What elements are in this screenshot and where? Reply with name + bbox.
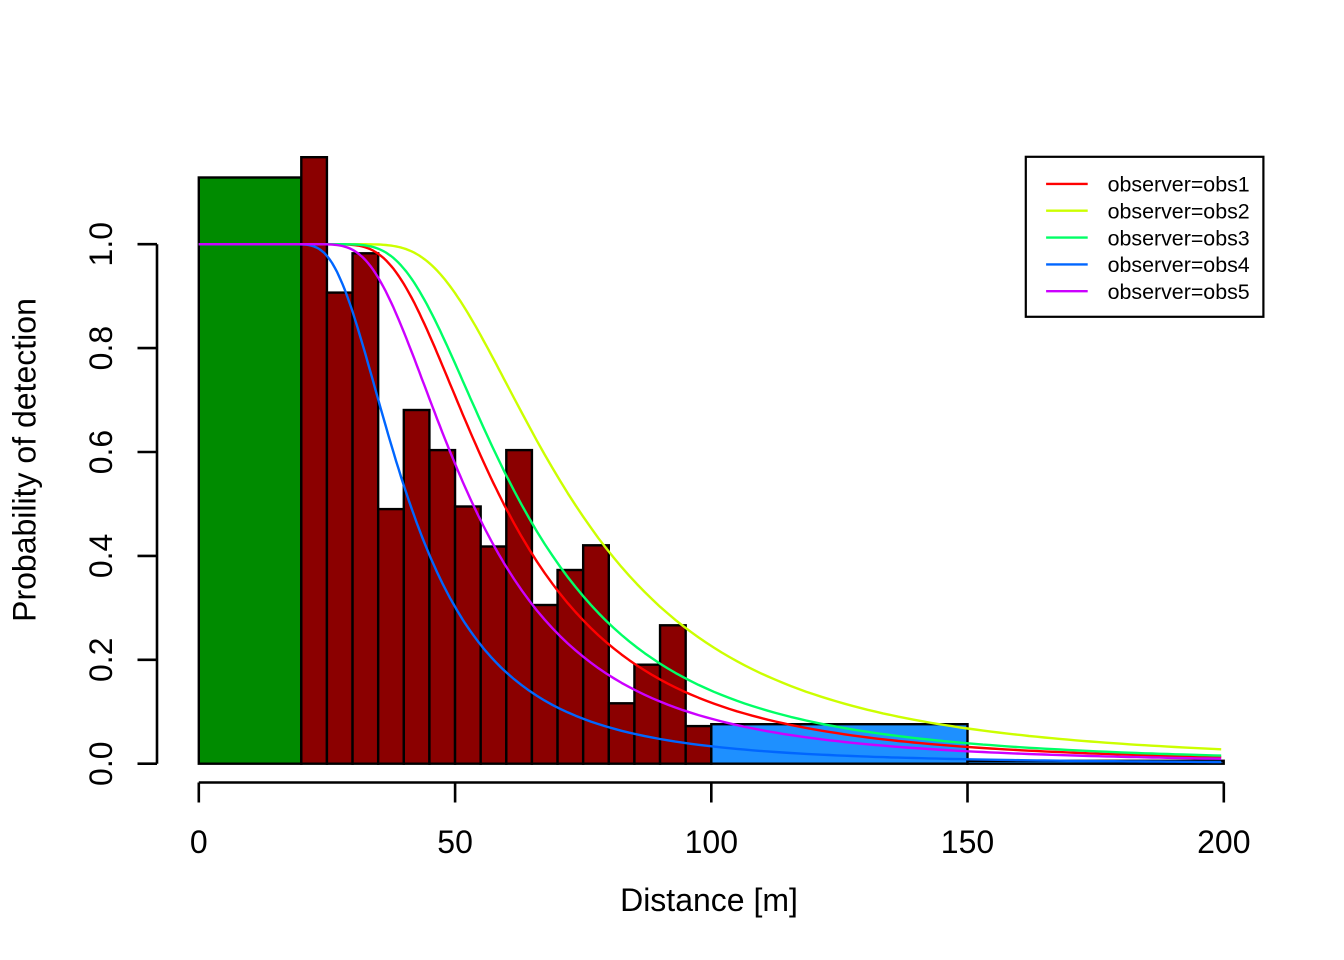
svg-text:observer=obs5: observer=obs5	[1108, 280, 1250, 304]
svg-text:0.8: 0.8	[83, 326, 119, 370]
svg-text:observer=obs1: observer=obs1	[1108, 173, 1250, 197]
svg-text:200: 200	[1197, 824, 1250, 860]
svg-text:50: 50	[437, 824, 473, 860]
svg-text:observer=obs4: observer=obs4	[1108, 253, 1250, 277]
svg-text:0: 0	[190, 824, 208, 860]
svg-text:0.6: 0.6	[83, 430, 119, 474]
svg-text:observer=obs3: observer=obs3	[1108, 226, 1250, 250]
svg-text:150: 150	[941, 824, 994, 860]
svg-text:100: 100	[685, 824, 738, 860]
svg-text:0.0: 0.0	[83, 741, 119, 785]
svg-text:0.2: 0.2	[83, 638, 119, 682]
svg-text:observer=obs2: observer=obs2	[1108, 200, 1250, 224]
svg-text:0.4: 0.4	[83, 534, 119, 578]
svg-text:Distance [m]: Distance [m]	[620, 882, 798, 918]
svg-text:Probability of detection: Probability of detection	[7, 298, 43, 622]
svg-text:1.0: 1.0	[83, 222, 119, 266]
